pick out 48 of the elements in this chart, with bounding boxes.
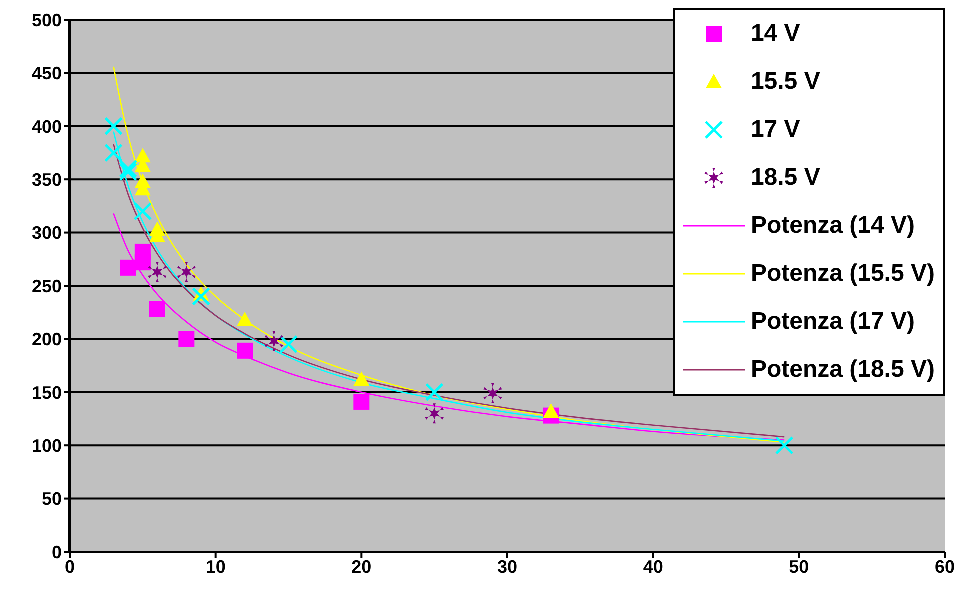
point (178, 331, 195, 348)
y-tick-label: 0 (52, 542, 62, 562)
legend-label: Potenza (17 V) (750, 308, 915, 336)
point (237, 342, 253, 359)
x-tick-label: 60 (934, 556, 956, 577)
x-tick-label: 40 (643, 556, 664, 577)
point (425, 404, 444, 424)
legend-label: 14 V (750, 20, 800, 48)
x-tick-label: 50 (789, 556, 810, 577)
point (354, 394, 370, 410)
x-tick-label: 0 (64, 556, 76, 577)
point (354, 372, 370, 386)
y-tick-label: 450 (32, 64, 62, 84)
y-tick-label: 350 (32, 170, 62, 190)
x-tick-label: 20 (352, 556, 372, 577)
point (425, 383, 444, 402)
point (134, 202, 152, 221)
point (120, 260, 136, 276)
y-tick-label: 400 (32, 116, 62, 137)
point (775, 436, 794, 455)
legend-label: Potenza (15.5 V) (750, 260, 935, 288)
point (264, 331, 284, 352)
legend-label: 17 V (750, 116, 800, 144)
legend-label: 18.5 V (750, 164, 820, 192)
legend-label: 15.5 V (750, 68, 820, 96)
point (148, 262, 167, 282)
point (280, 335, 298, 354)
y-tick-label: 50 (42, 489, 62, 510)
legend-label: Potenza (18.5 V) (750, 356, 935, 384)
y-tick-label: 200 (32, 330, 62, 350)
point (543, 404, 560, 418)
point (150, 301, 166, 318)
point (104, 144, 123, 162)
legend-label: Potenza (14 V) (750, 212, 915, 240)
y-tick-label: 500 (32, 10, 62, 30)
point (104, 117, 123, 136)
y-tick-label: 150 (32, 382, 62, 403)
x-tick-label: 30 (497, 556, 518, 577)
y-tick-label: 300 (32, 223, 62, 244)
y-tick-label: 250 (32, 276, 62, 296)
x-tick-label: 10 (206, 556, 226, 577)
point (484, 383, 502, 404)
point (119, 160, 138, 178)
point (177, 262, 196, 282)
point (192, 287, 210, 306)
point (119, 162, 138, 182)
y-tick-label: 100 (32, 436, 62, 456)
point (237, 312, 253, 326)
